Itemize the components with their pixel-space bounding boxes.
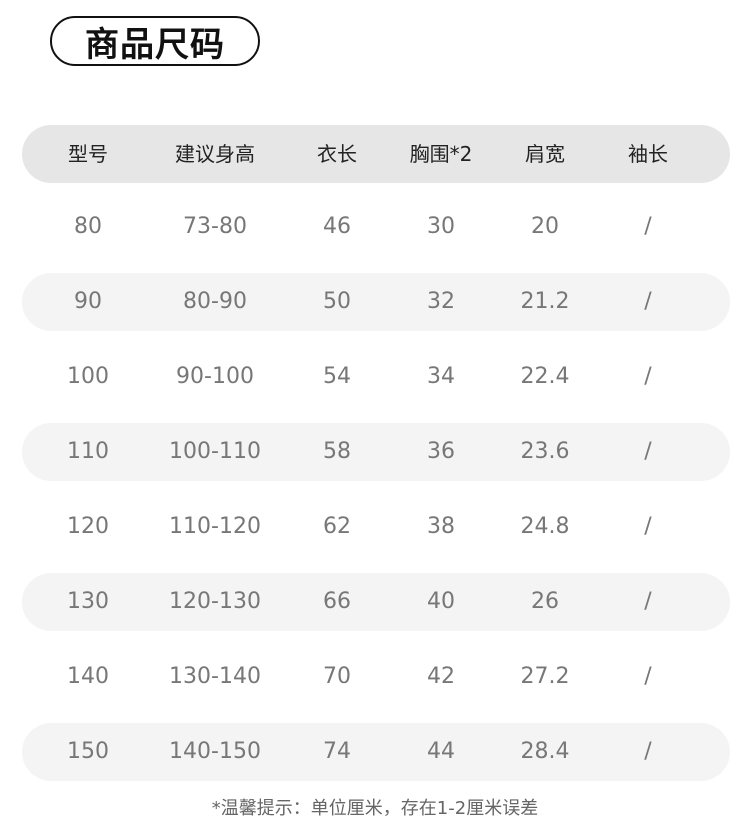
cell-length: 74 xyxy=(323,739,351,764)
cell-chest: 42 xyxy=(427,664,455,689)
cell-length: 衣长 xyxy=(317,142,357,166)
cell-shoulder: 26 xyxy=(531,589,559,614)
cell-sleeve: / xyxy=(644,739,652,764)
cell-chest: 32 xyxy=(427,289,455,314)
cell-chest: 36 xyxy=(427,439,455,464)
cell-chest: 30 xyxy=(427,214,455,239)
cell-shoulder: 24.8 xyxy=(520,514,570,539)
cell-size: 140 xyxy=(67,664,109,689)
table-row: 130 120-130 66 40 26 / xyxy=(22,573,730,631)
cell-chest: 40 xyxy=(427,589,455,614)
cell-chest: 34 xyxy=(427,364,455,389)
cell-sleeve: / xyxy=(644,289,652,314)
table-header: 型号 建议身高 衣长 胸围*2 肩宽 袖长 xyxy=(22,125,730,183)
cell-length: 66 xyxy=(323,589,351,614)
cell-sleeve: / xyxy=(644,514,652,539)
cell-height: 110-120 xyxy=(169,514,261,539)
cell-shoulder: 23.6 xyxy=(520,439,570,464)
cell-chest: 38 xyxy=(427,514,455,539)
cell-size: 110 xyxy=(67,439,109,464)
cell-length: 58 xyxy=(323,439,351,464)
cell-height: 130-140 xyxy=(169,664,261,689)
page-title: 商品尺码 xyxy=(50,16,260,66)
cell-sleeve: 袖长 xyxy=(628,142,668,166)
cell-shoulder: 27.2 xyxy=(520,664,570,689)
cell-sleeve: / xyxy=(644,664,652,689)
cell-chest: 44 xyxy=(427,739,455,764)
cell-sleeve: / xyxy=(644,364,652,389)
cell-shoulder: 20 xyxy=(531,214,559,239)
cell-height: 90-100 xyxy=(176,364,254,389)
cell-shoulder: 28.4 xyxy=(520,739,570,764)
cell-height: 建议身高 xyxy=(175,142,255,166)
cell-sleeve: / xyxy=(644,214,652,239)
cell-sleeve: / xyxy=(644,439,652,464)
cell-sleeve: / xyxy=(644,589,652,614)
footnote: *温馨提示：单位厘米，存在1-2厘米误差 xyxy=(211,798,539,819)
cell-size: 150 xyxy=(67,739,109,764)
cell-size: 100 xyxy=(67,364,109,389)
cell-size: 80 xyxy=(74,214,102,239)
cell-height: 73-80 xyxy=(183,214,247,239)
table-row: 100 90-100 54 34 22.4 / xyxy=(22,348,730,406)
table-row: 90 80-90 50 32 21.2 / xyxy=(22,273,730,331)
table-row: 80 73-80 46 30 20 / xyxy=(22,198,730,256)
table-row: 150 140-150 74 44 28.4 / xyxy=(22,723,730,781)
cell-chest: 胸围*2 xyxy=(409,142,473,166)
cell-size: 型号 xyxy=(68,142,108,166)
cell-length: 54 xyxy=(323,364,351,389)
cell-height: 120-130 xyxy=(169,589,261,614)
table-row: 140 130-140 70 42 27.2 / xyxy=(22,648,730,706)
cell-size: 130 xyxy=(67,589,109,614)
cell-length: 70 xyxy=(323,664,351,689)
cell-size: 120 xyxy=(67,514,109,539)
cell-height: 100-110 xyxy=(169,439,261,464)
cell-shoulder: 21.2 xyxy=(520,289,570,314)
cell-height: 140-150 xyxy=(169,739,261,764)
table-row: 120 110-120 62 38 24.8 / xyxy=(22,498,730,556)
table-row: 110 100-110 58 36 23.6 / xyxy=(22,423,730,481)
cell-length: 62 xyxy=(323,514,351,539)
cell-shoulder: 肩宽 xyxy=(525,142,565,166)
cell-length: 50 xyxy=(323,289,351,314)
cell-size: 90 xyxy=(74,289,102,314)
cell-height: 80-90 xyxy=(183,289,247,314)
cell-length: 46 xyxy=(323,214,351,239)
cell-shoulder: 22.4 xyxy=(520,364,570,389)
